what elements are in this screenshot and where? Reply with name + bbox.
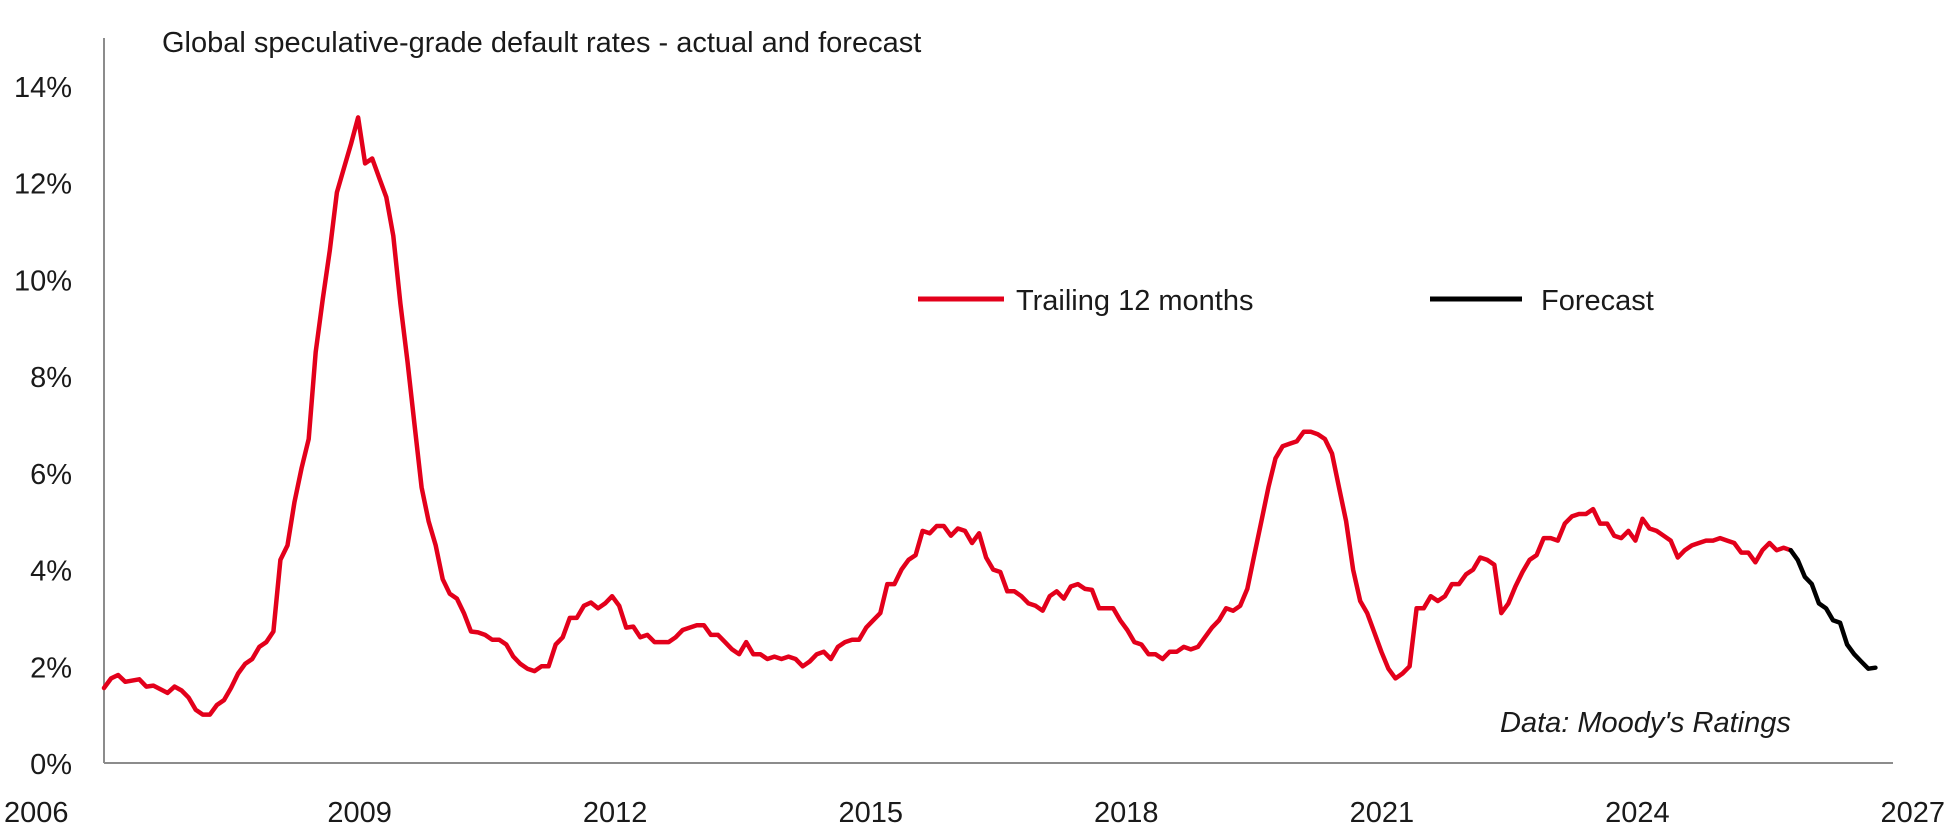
y-tick-label: 0% [30, 749, 72, 781]
legend: Trailing 12 months Forecast [918, 285, 1654, 317]
series-line-forecast [1788, 547, 1878, 671]
y-tick-label: 4% [30, 556, 72, 588]
x-tick-label: 2018 [1094, 797, 1159, 829]
y-tick-label: 6% [30, 459, 72, 491]
y-axis-ticks: 0% 2% 4% 6% 8% 10% 12% 14% [14, 72, 72, 781]
x-tick-label: 2024 [1605, 797, 1670, 829]
x-axis-ticks: 2006 2009 2012 2015 2018 2021 2024 2027 [4, 797, 1945, 829]
y-tick-label: 12% [14, 169, 72, 201]
x-tick-label: 2009 [327, 797, 392, 829]
x-tick-label: 2027 [1880, 797, 1945, 829]
x-tick-label: 2015 [838, 797, 903, 829]
x-tick-label: 2012 [583, 797, 648, 829]
source-note: Data: Moody's Ratings [1500, 707, 1791, 739]
x-tick-label: 2006 [4, 797, 69, 829]
y-tick-label: 8% [30, 362, 72, 394]
series-line-actual [101, 115, 1793, 717]
y-tick-label: 14% [14, 72, 72, 104]
y-tick-label: 2% [30, 652, 72, 684]
chart-title: Global speculative-grade default rates -… [162, 27, 921, 59]
plot-area [101, 115, 1878, 717]
legend-label-forecast: Forecast [1541, 285, 1654, 317]
y-tick-label: 10% [14, 265, 72, 297]
x-tick-label: 2021 [1350, 797, 1415, 829]
legend-label-actual: Trailing 12 months [1016, 285, 1253, 317]
